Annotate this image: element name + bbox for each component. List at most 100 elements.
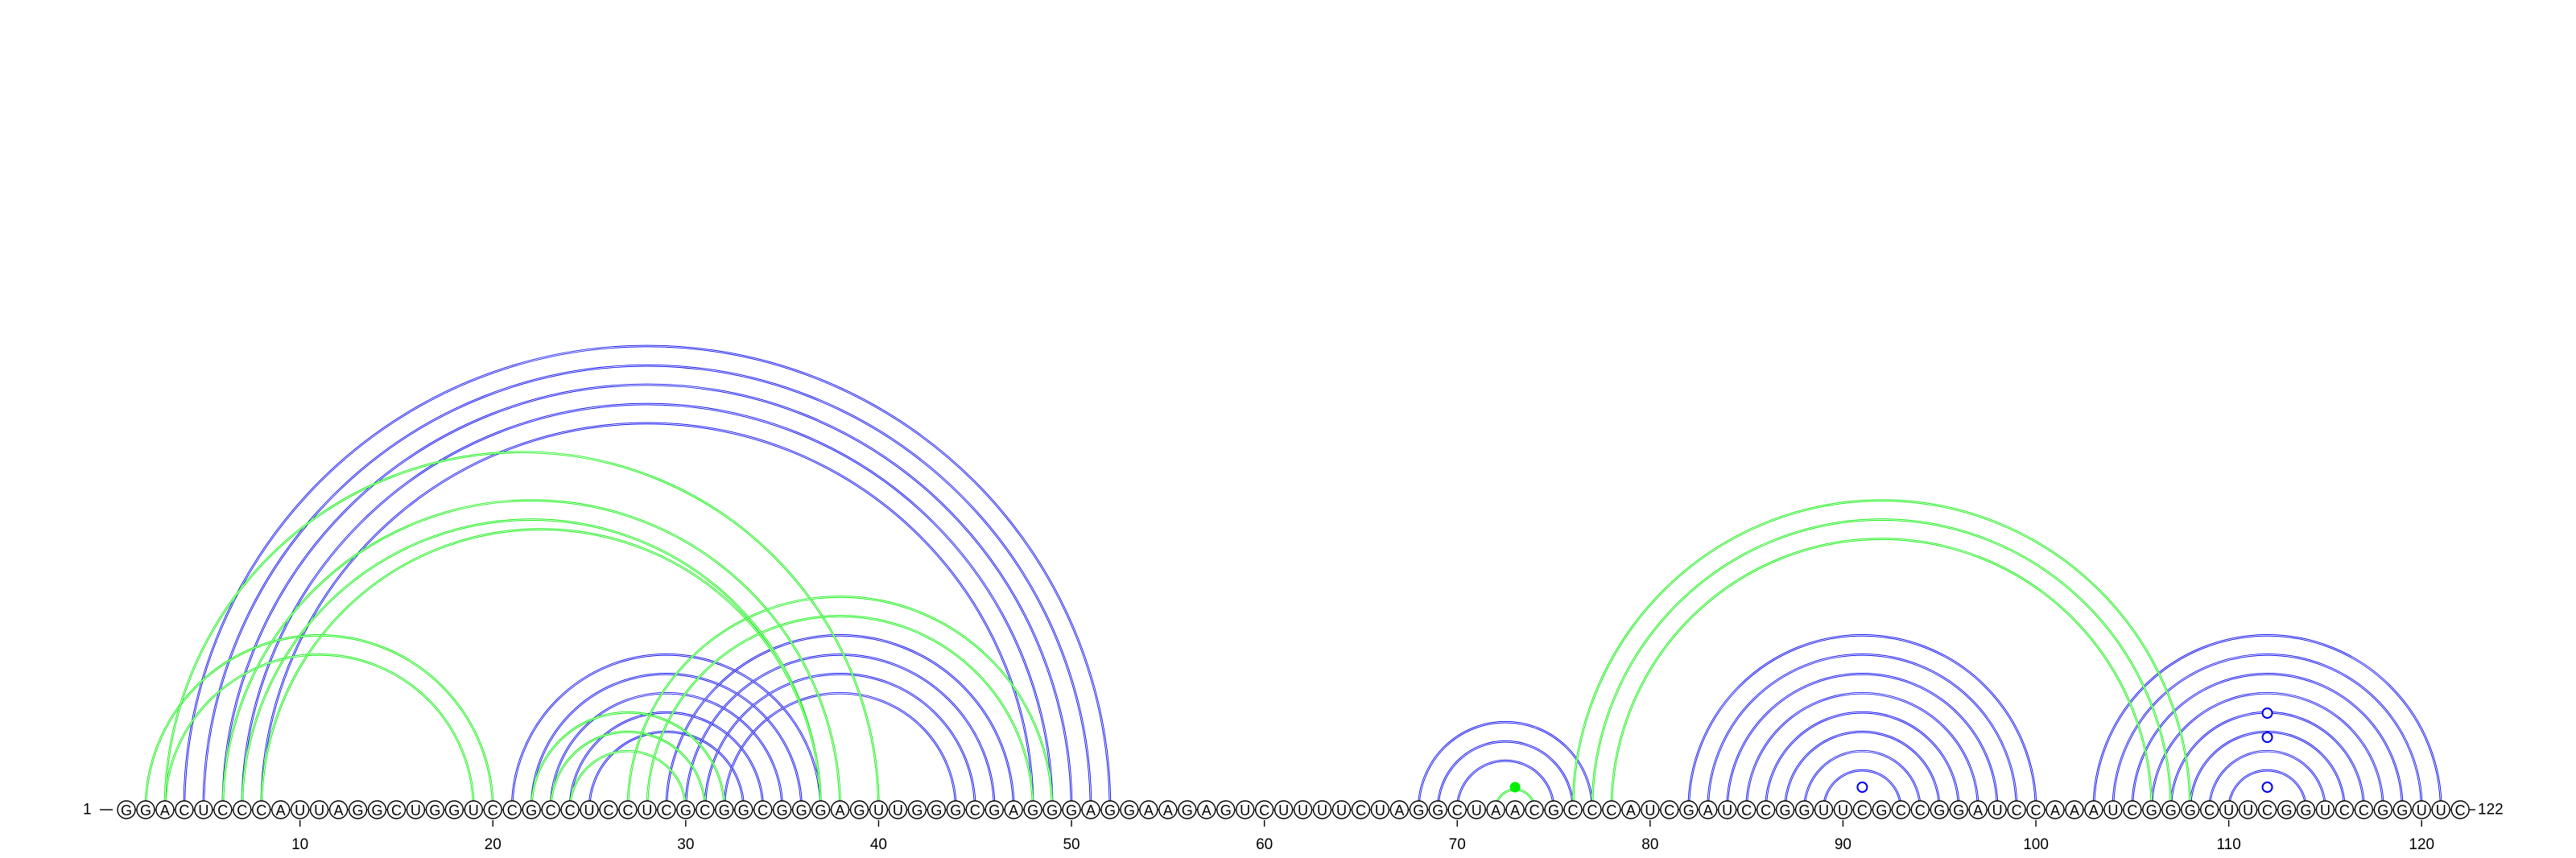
nucleotide-circle [2277,800,2297,819]
nucleotide-77: C [1583,800,1602,819]
blue-arc-core-103-121 [2093,634,2442,810]
blue-arc-core-21-37 [511,654,822,810]
nucleotide-35: G [772,800,792,819]
nucleotide-19: U [464,800,483,819]
nucleotide-circle [1891,800,1911,819]
nucleotide-66: U [1370,800,1390,819]
nucleotide-circle [1699,800,1718,819]
nucleotide-circle [1717,800,1737,819]
nucleotide-57: A [1197,800,1216,819]
nucleotide-116: C [2334,800,2355,819]
nucleotide-letter: C [391,802,402,819]
nucleotide-letter: C [546,802,556,819]
nucleotide-circle [1447,800,1467,819]
tick-label-80: 80 [1641,836,1658,853]
nucleotide-letter: A [1491,802,1501,819]
nucleotide-letter: C [1356,802,1366,819]
nucleotide-letter: G [1934,802,1945,819]
nucleotide-circle [290,800,310,819]
nucleotide-circle [1736,800,1757,819]
nucleotide-circle [1389,800,1410,819]
nucleotide-9: A [270,800,291,819]
nucleotide-circle [464,800,483,819]
nucleotide-83: A [1699,800,1718,819]
nucleotide-circle [1428,800,1447,819]
nucleotide-76: C [1563,800,1583,819]
nucleotide-circle [252,800,271,819]
blue-arc-68-77 [1418,720,1594,810]
nucleotide-circle [2315,800,2335,819]
nucleotide-circle [2354,800,2374,819]
nucleotide-52: G [1100,800,1120,819]
nucleotide-circle [1274,800,1294,819]
nucleotide-circle [580,800,599,819]
nucleotide-letter: U [1472,802,1482,819]
nucleotide-letter: G [719,802,730,819]
nucleotide-circle [599,800,618,819]
tick-label-70: 70 [1449,836,1466,853]
tick-label-10: 10 [291,836,308,853]
nucleotide-letter: A [836,802,845,819]
nucleotide-113: G [2277,800,2297,819]
nucleotide-101: A [2046,800,2065,819]
nucleotide-63: U [1312,800,1332,819]
nucleotide-circle [715,800,734,819]
blue-arc-core-30-46 [685,654,995,810]
nucleotide-letter: C [1587,802,1597,819]
nucleotide-letter: C [1452,802,1463,819]
nucleotide-61: U [1274,800,1294,819]
blue-arc-6-50 [221,383,1073,810]
blue-arc-core-22-36 [530,673,803,810]
tick-label-120: 120 [2409,836,2434,853]
nucleotide-42: G [907,800,927,819]
nucleotide-circle [2238,800,2258,819]
nucleotide-89: U [1814,800,1834,819]
blue-arc-core-31-45 [704,673,976,810]
nucleotide-letter: C [661,802,671,819]
nucleotide-circle [791,800,811,819]
green-arc-core-6-38 [222,500,840,810]
nucleotide-letter: G [1182,802,1193,819]
nucleotide-letter: G [911,802,923,819]
nucleotide-letter: A [1086,802,1096,819]
nucleotide-letter: U [2320,802,2330,819]
nucleotide-86: C [1756,800,1776,819]
marker-112-0 [2261,782,2273,793]
nucleotide-letter: G [815,802,827,819]
nucleotide-letter: C [700,802,710,819]
nucleotide-letter: G [2377,802,2388,819]
nucleotide-79: A [1621,800,1641,819]
green-arc-core-3-40 [164,452,879,810]
blue-arc-core-105-119 [2132,673,2403,810]
nucleotide-106: G [2142,800,2161,819]
nucleotide-letter: G [429,802,440,819]
nucleotide-letter: C [1857,802,1868,819]
green-arc-core-2-20 [145,634,493,810]
nucleotide-letter: G [796,802,807,819]
nucleotide-letter: A [2070,802,2079,819]
nucleotide-letter: C [1664,802,1674,819]
nucleotide-circle [1081,800,1100,819]
nucleotide-26: C [599,800,618,819]
nucleotide-circle [1331,800,1352,819]
nucleotide-letter: G [1876,802,1887,819]
nucleotide-18: G [444,800,464,819]
nucleotide-38: A [830,800,850,819]
green-arc-core-28-48 [646,616,1034,810]
nucleotide-10: U [290,800,310,819]
nucleotide-119: G [2392,800,2412,819]
nucleotide-circle [1988,800,2007,819]
nucleotide-letter: C [604,802,614,819]
nucleotide-letter: G [950,802,961,819]
nucleotide-letter: U [1240,802,1250,819]
nucleotide-12: A [328,800,349,819]
tick-label-50: 50 [1063,836,1080,853]
start-label: 1 [83,802,92,819]
green-arc-core-22-32 [530,712,725,810]
nucleotide-54: A [1139,800,1158,819]
nucleotide-letter: G [353,802,364,819]
nucleotide-circle [541,800,560,819]
nucleotide-94: C [1910,800,1930,819]
nucleotide-circle [1062,800,1081,819]
nucleotide-letter: U [584,802,595,819]
